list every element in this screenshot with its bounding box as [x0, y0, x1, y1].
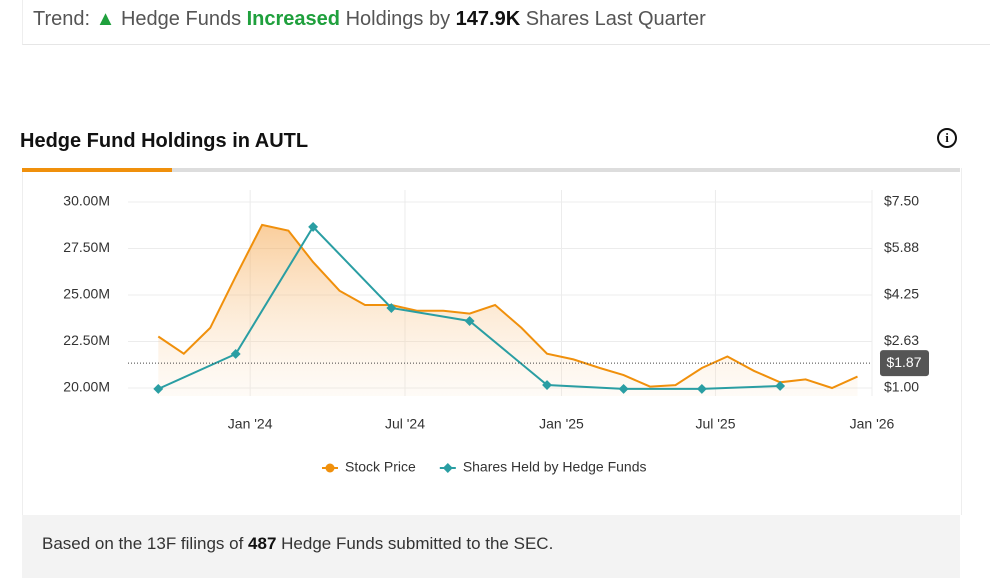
holdings-point [775, 381, 786, 391]
footer-suffix: Hedge Funds submitted to the SEC. [281, 534, 554, 553]
trend-middle: Holdings by [345, 8, 451, 30]
x-tick-label: Jan '24 [228, 416, 273, 432]
price-area [158, 224, 858, 396]
legend-marker [442, 463, 453, 473]
tab-bar [22, 168, 960, 172]
x-tick-label: Jan '25 [539, 416, 584, 432]
x-tick-label: Jan '26 [850, 416, 895, 432]
trend-suffix: Shares Last Quarter [525, 8, 706, 30]
footer-prefix: Based on the 13F filings of [42, 534, 244, 553]
x-tick-label: Jul '25 [695, 416, 735, 432]
current-price-box [880, 350, 929, 377]
up-arrow: ▲ [95, 8, 116, 30]
chart: 30.00M 27.50M 25.00M 22.50M 20.00M $7.50 $5.88… [63, 190, 929, 475]
holdings-point [386, 303, 397, 313]
holdings-point [618, 383, 629, 394]
y-tick-label: 20.00M [63, 379, 110, 395]
y-tick-label: 30.00M [63, 193, 110, 209]
y-tick-label: 25.00M [63, 286, 110, 302]
trend-amount: 147.9K [455, 8, 521, 30]
trend-label: Trend: [33, 8, 91, 30]
footer-count: 487 [248, 534, 277, 553]
holdings-point [696, 383, 707, 394]
holdings-point [464, 316, 475, 326]
holdings-point [542, 380, 552, 390]
trend-banner: Trend: ▲ Hedge Funds Increased Holdings … [22, 0, 990, 45]
trend-subject: Hedge Funds [120, 8, 242, 30]
legend-marker [325, 463, 335, 473]
y-tick-label: 27.50M [63, 239, 110, 255]
y2-tick-label: $5.88 [884, 239, 919, 255]
chart-card [22, 168, 962, 515]
tab-active [22, 168, 172, 172]
y-tick-label: 22.50M [63, 332, 110, 348]
info-icon[interactable]: i [937, 128, 957, 148]
section-title: Hedge Fund Holdings in AUTL [20, 130, 309, 152]
price-line [157, 223, 858, 390]
y2-tick-label: $2.63 [884, 332, 919, 348]
footer-note: Based on the 13F filings of 487 Hedge Fu… [22, 515, 960, 578]
current-price-label: $1.87 [886, 354, 921, 370]
y2-tick-label: $1.00 [884, 379, 919, 395]
legend-label: Shares Held by Hedge Funds [463, 459, 647, 475]
y2-tick-label: $4.25 [884, 286, 919, 302]
y2-tick-label: $7.50 [884, 193, 919, 209]
holdings-point [308, 221, 319, 232]
x-tick-label: Jul '24 [385, 416, 425, 432]
holdings-point [153, 383, 164, 394]
holdings-point [230, 349, 241, 359]
legend-label: Stock Price [345, 459, 416, 475]
trend-direction: Increased [246, 8, 341, 30]
